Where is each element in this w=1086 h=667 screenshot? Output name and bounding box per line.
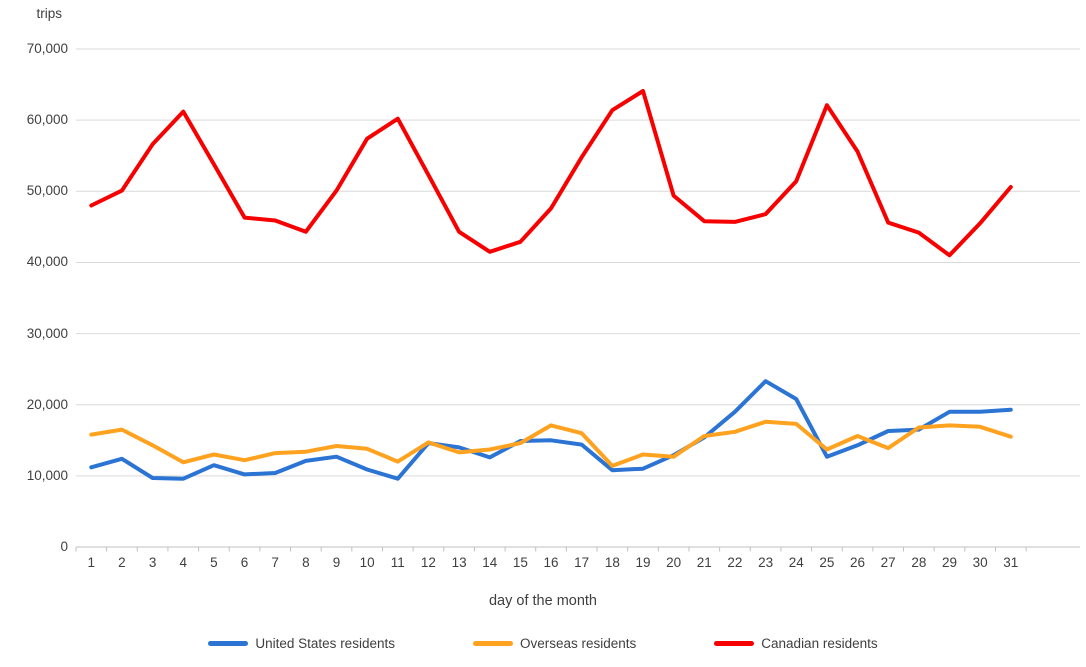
- x-axis-tick-label: 16: [543, 555, 559, 570]
- x-axis-tick-label: 15: [512, 555, 528, 570]
- legend-label-united-states: United States residents: [255, 636, 395, 651]
- x-axis-tick-label: 9: [332, 555, 341, 570]
- x-axis-tick-label: 13: [451, 555, 467, 570]
- x-axis-tick-label: 10: [359, 555, 375, 570]
- y-axis-tick-label: 40,000: [26, 254, 68, 270]
- legend-item-overseas: Overseas residents: [472, 636, 637, 651]
- x-axis-tick-label: 29: [941, 555, 958, 570]
- legend-item-united-states: United States residents: [208, 636, 395, 651]
- x-axis-tick-label: 21: [696, 555, 712, 570]
- x-axis-tick-label: 22: [727, 555, 743, 570]
- x-axis-tick-label: 14: [482, 555, 498, 570]
- x-axis-tick-label: 1: [87, 555, 96, 570]
- x-axis-tick-label: 31: [1003, 555, 1019, 570]
- x-axis-tick-label: 19: [635, 555, 651, 570]
- y-axis-tick-label: 30,000: [26, 325, 68, 341]
- x-axis-tick-label: 23: [758, 555, 774, 570]
- y-axis-tick-label: 60,000: [26, 112, 68, 128]
- legend: United States residents Overseas residen…: [0, 636, 1086, 651]
- y-axis-tick-label: 20,000: [26, 396, 68, 412]
- legend-swatch-canadian: [714, 641, 755, 646]
- y-axis-tick-label: 50,000: [26, 183, 68, 199]
- x-axis-tick-label: 18: [604, 555, 620, 570]
- legend-swatch-united-states: [208, 641, 249, 646]
- x-axis-tick-label: 6: [240, 555, 249, 570]
- x-axis-tick-label: 11: [390, 555, 405, 570]
- legend-swatch-overseas: [472, 641, 513, 646]
- legend-label-canadian: Canadian residents: [761, 636, 878, 651]
- legend-item-canadian: Canadian residents: [714, 636, 878, 651]
- y-axis-tick-label: 0: [60, 539, 68, 554]
- x-axis-tick-label: 24: [788, 555, 804, 570]
- y-axis-unit-label: trips: [36, 6, 62, 21]
- x-axis-tick-label: 5: [210, 555, 218, 570]
- x-axis-tick-label: 17: [574, 555, 590, 570]
- x-axis-tick-label: 3: [148, 555, 157, 570]
- x-axis-tick-label: 25: [819, 555, 835, 570]
- x-axis-tick-label: 30: [972, 555, 988, 570]
- y-axis-tick-label: 70,000: [26, 41, 68, 57]
- x-axis-tick-label: 4: [179, 555, 187, 570]
- x-axis-tick-label: 8: [302, 555, 310, 570]
- legend-label-overseas: Overseas residents: [519, 636, 637, 651]
- x-axis-tick-label: 7: [271, 555, 279, 570]
- x-axis-tick-label: 27: [880, 555, 896, 570]
- x-axis-tick-label: 26: [850, 555, 866, 570]
- x-axis-tick-label: 12: [420, 555, 436, 570]
- x-axis-title: day of the month: [488, 593, 597, 609]
- x-axis-tick-label: 2: [118, 555, 126, 570]
- x-axis-tick-label: 28: [911, 555, 927, 570]
- x-axis-tick-label: 20: [666, 555, 682, 570]
- y-axis-tick-label: 10,000: [26, 467, 68, 483]
